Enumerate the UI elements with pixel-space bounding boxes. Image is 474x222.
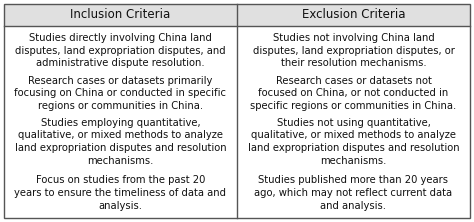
Bar	[4, 4, 237, 26]
Bar	[237, 4, 470, 26]
Text: Studies not using quantitative,
qualitative, or mixed methods to analyze
land ex: Studies not using quantitative, qualitat…	[248, 118, 459, 166]
Text: Exclusion Criteria: Exclusion Criteria	[302, 8, 405, 22]
Text: Studies directly involving China land
disputes, land expropriation disputes, and: Studies directly involving China land di…	[15, 33, 226, 68]
Text: Research cases or datasets primarily
focusing on China or conducted in specific
: Research cases or datasets primarily foc…	[15, 76, 227, 111]
Text: Studies not involving China land
disputes, land expropriation disputes, or
their: Studies not involving China land dispute…	[253, 33, 455, 68]
Text: Inclusion Criteria: Inclusion Criteria	[70, 8, 171, 22]
Text: Studies employing quantitative,
qualitative, or mixed methods to analyze
land ex: Studies employing quantitative, qualitat…	[15, 118, 226, 166]
Text: Focus on studies from the past 20
years to ensure the timeliness of data and
ana: Focus on studies from the past 20 years …	[15, 175, 227, 211]
Text: Studies published more than 20 years
ago, which may not reflect current data
and: Studies published more than 20 years ago…	[255, 175, 453, 211]
Text: Research cases or datasets not
focused on China, or not conducted in
specific re: Research cases or datasets not focused o…	[250, 76, 456, 111]
